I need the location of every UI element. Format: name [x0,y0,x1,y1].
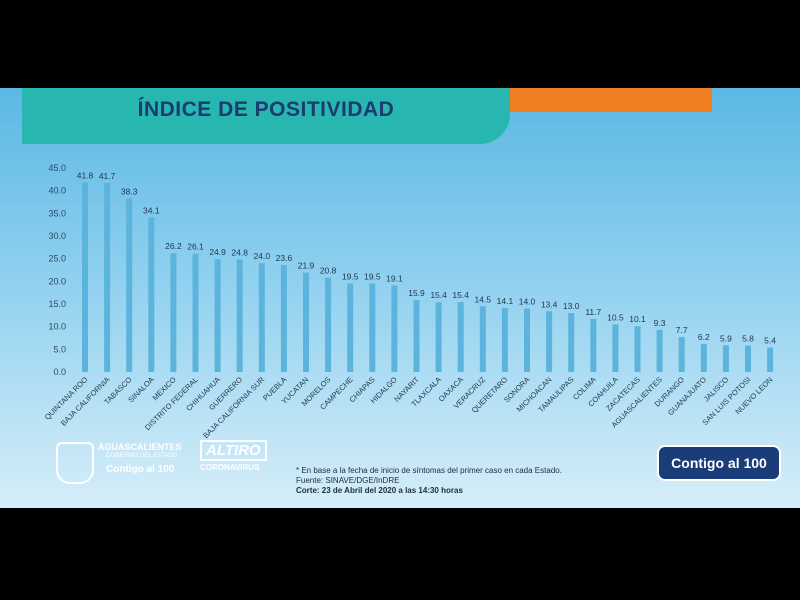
value-labels: 41.8 41.7 38.3 34.1 26.2 26.1 24.9 24.8 24.0 23.6… [77,171,777,346]
y-tick-label: 30.0 [48,231,66,241]
bar [413,299,420,372]
value-label: 19.5 [342,272,359,282]
bar [258,263,265,372]
crest-icon [56,442,94,484]
value-label: 13.0 [563,301,580,311]
contigo-logo: Contigo al 100 [657,445,781,481]
bar [700,343,707,372]
logo-state-name: AGUASCALIENTES [98,442,182,452]
value-label: 15.4 [452,290,469,300]
bar [391,285,398,372]
altiro-logo: ALTIRO CORONAVIRUS [200,440,267,484]
bar [524,308,530,372]
value-label: 26.1 [187,242,204,252]
bar [590,318,597,372]
coronavirus-text: CORONAVIRUS [200,463,260,472]
bar [722,345,729,372]
value-label: 19.5 [364,272,381,282]
bar [369,283,376,372]
bar [457,302,464,372]
page-title: ÍNDICE DE POSITIVIDAD [137,98,395,121]
bar [634,326,641,372]
value-label: 11.7 [585,307,601,317]
value-label: 5.8 [742,334,754,344]
bars [82,182,774,372]
y-tick-label: 5.0 [53,344,66,354]
slide: ÍNDICE DE POSITIVIDAD 0.0 5.0 10.0 15.0 20.0… [0,88,800,508]
value-label: 24.9 [209,247,226,257]
value-label: 24.8 [231,248,248,258]
value-label: 38.3 [121,186,138,196]
y-tick-label: 20.0 [48,276,66,286]
value-label: 21.9 [298,261,315,271]
bar [767,347,774,372]
value-label: 41.8 [77,171,94,181]
bar [501,308,508,372]
value-label: 7.7 [676,325,688,335]
value-label: 5.4 [764,336,776,346]
logo-state-slogan: Contigo al 100 [106,464,175,475]
value-label: 14.5 [475,294,492,304]
value-label: 10.5 [607,312,624,322]
footer-notes: * En base a la fecha de inicio de síntom… [296,466,562,496]
value-label: 19.1 [386,273,403,283]
bar [126,198,133,372]
bar [546,311,553,372]
bar [82,182,88,372]
bar [347,283,354,372]
bar [568,313,575,372]
value-label: 41.7 [99,171,116,181]
value-label: 13.4 [541,299,558,309]
footnote: * En base a la fecha de inicio de síntom… [296,466,562,475]
y-axis: 0.0 5.0 10.0 15.0 20.0 25.0 30.0 35.0 40.0 45.0 [48,163,66,377]
source-text: Fuente: SINAVE/DGE/InDRE [296,476,400,485]
bar [745,345,751,372]
value-label: 24.0 [254,251,271,261]
value-label: 9.3 [654,318,666,328]
value-label: 34.1 [143,205,160,215]
bar [148,217,155,372]
y-tick-label: 45.0 [48,163,66,173]
cutoff-text: Corte: 23 de Abril del 2020 a las 14:30 … [296,486,463,495]
value-label: 10.1 [629,314,646,324]
value-label: 14.1 [497,296,514,306]
logo-state-sub: GOBIERNO DEL ESTADO [106,453,178,459]
y-tick-label: 10.0 [48,322,66,332]
bar [214,259,221,372]
bar-chart: 0.0 5.0 10.0 15.0 20.0 25.0 30.0 35.0 40.0 45.0 4… [43,163,777,440]
altiro-text: ALTIRO [200,440,267,461]
value-label: 26.2 [165,241,182,251]
value-label: 20.8 [320,266,337,276]
bar [280,265,287,372]
bar [678,337,685,372]
orange-accent-bar [500,88,712,112]
y-tick-label: 0.0 [53,367,66,377]
bar [192,253,199,372]
y-tick-label: 25.0 [48,254,66,264]
bar [303,272,309,372]
y-tick-label: 15.0 [48,299,66,309]
bar [612,324,619,372]
title-banner: ÍNDICE DE POSITIVIDAD [22,88,510,144]
bar [479,306,486,372]
value-label: 5.9 [720,333,732,343]
value-label: 23.6 [276,253,293,263]
value-label: 15.9 [408,288,425,298]
value-label: 15.4 [430,290,447,300]
bar [325,277,332,372]
bar [656,329,663,372]
bar [236,259,243,372]
bar [170,253,177,372]
value-label: 6.2 [698,332,710,342]
value-label: 14.0 [519,297,536,307]
bar [104,182,111,372]
y-tick-label: 35.0 [48,208,66,218]
aguascalientes-logo: AGUASCALIENTES GOBIERNO DEL ESTADO Conti… [56,440,191,484]
y-tick-label: 40.0 [48,186,66,196]
bar [435,302,442,372]
